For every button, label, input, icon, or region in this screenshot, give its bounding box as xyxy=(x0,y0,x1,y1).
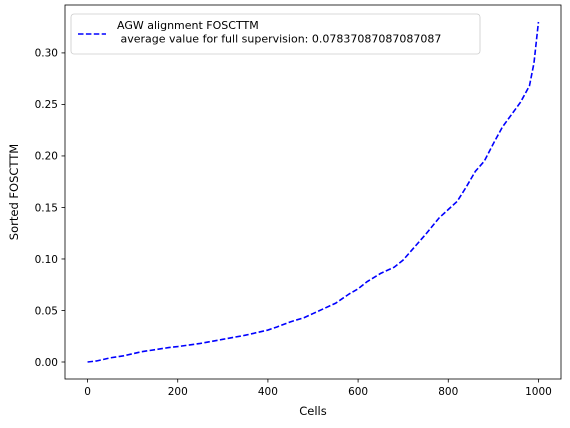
y-tick-label: 0.05 xyxy=(35,305,58,317)
x-tick-label: 0 xyxy=(84,386,91,398)
y-tick-label: 0.30 xyxy=(35,48,58,60)
x-tick-label: 800 xyxy=(438,386,458,398)
x-axis-ticks: 0 200 400 600 800 1000 xyxy=(84,379,552,398)
x-tick-label: 1000 xyxy=(525,386,552,398)
legend-label-line: average value for full supervision: 0.07… xyxy=(117,33,441,46)
x-axis-label: Cells xyxy=(299,404,327,418)
y-tick-label: 0.25 xyxy=(35,99,58,111)
x-tick-label: 200 xyxy=(168,386,188,398)
series-layer xyxy=(87,21,540,363)
series-line-0 xyxy=(87,21,540,363)
legend: AGW alignment FOSCTTM average value for … xyxy=(70,13,481,55)
y-axis-ticks: 0.00 0.05 0.10 0.15 0.20 0.25 0.30 xyxy=(35,48,65,369)
plot-area xyxy=(65,5,561,379)
legend-frame xyxy=(70,13,481,55)
y-axis-label: Sorted FOSCTTM xyxy=(7,144,21,240)
plot-frame xyxy=(64,4,562,380)
legend-label-line: AGW alignment FOSCTTM xyxy=(117,19,259,32)
x-tick-label: 400 xyxy=(258,386,278,398)
y-tick-label: 0.15 xyxy=(35,202,58,214)
y-tick-label: 0.10 xyxy=(35,254,58,266)
y-tick-label: 0.00 xyxy=(35,357,58,369)
x-tick-label: 600 xyxy=(348,386,368,398)
y-tick-label: 0.20 xyxy=(35,151,58,163)
